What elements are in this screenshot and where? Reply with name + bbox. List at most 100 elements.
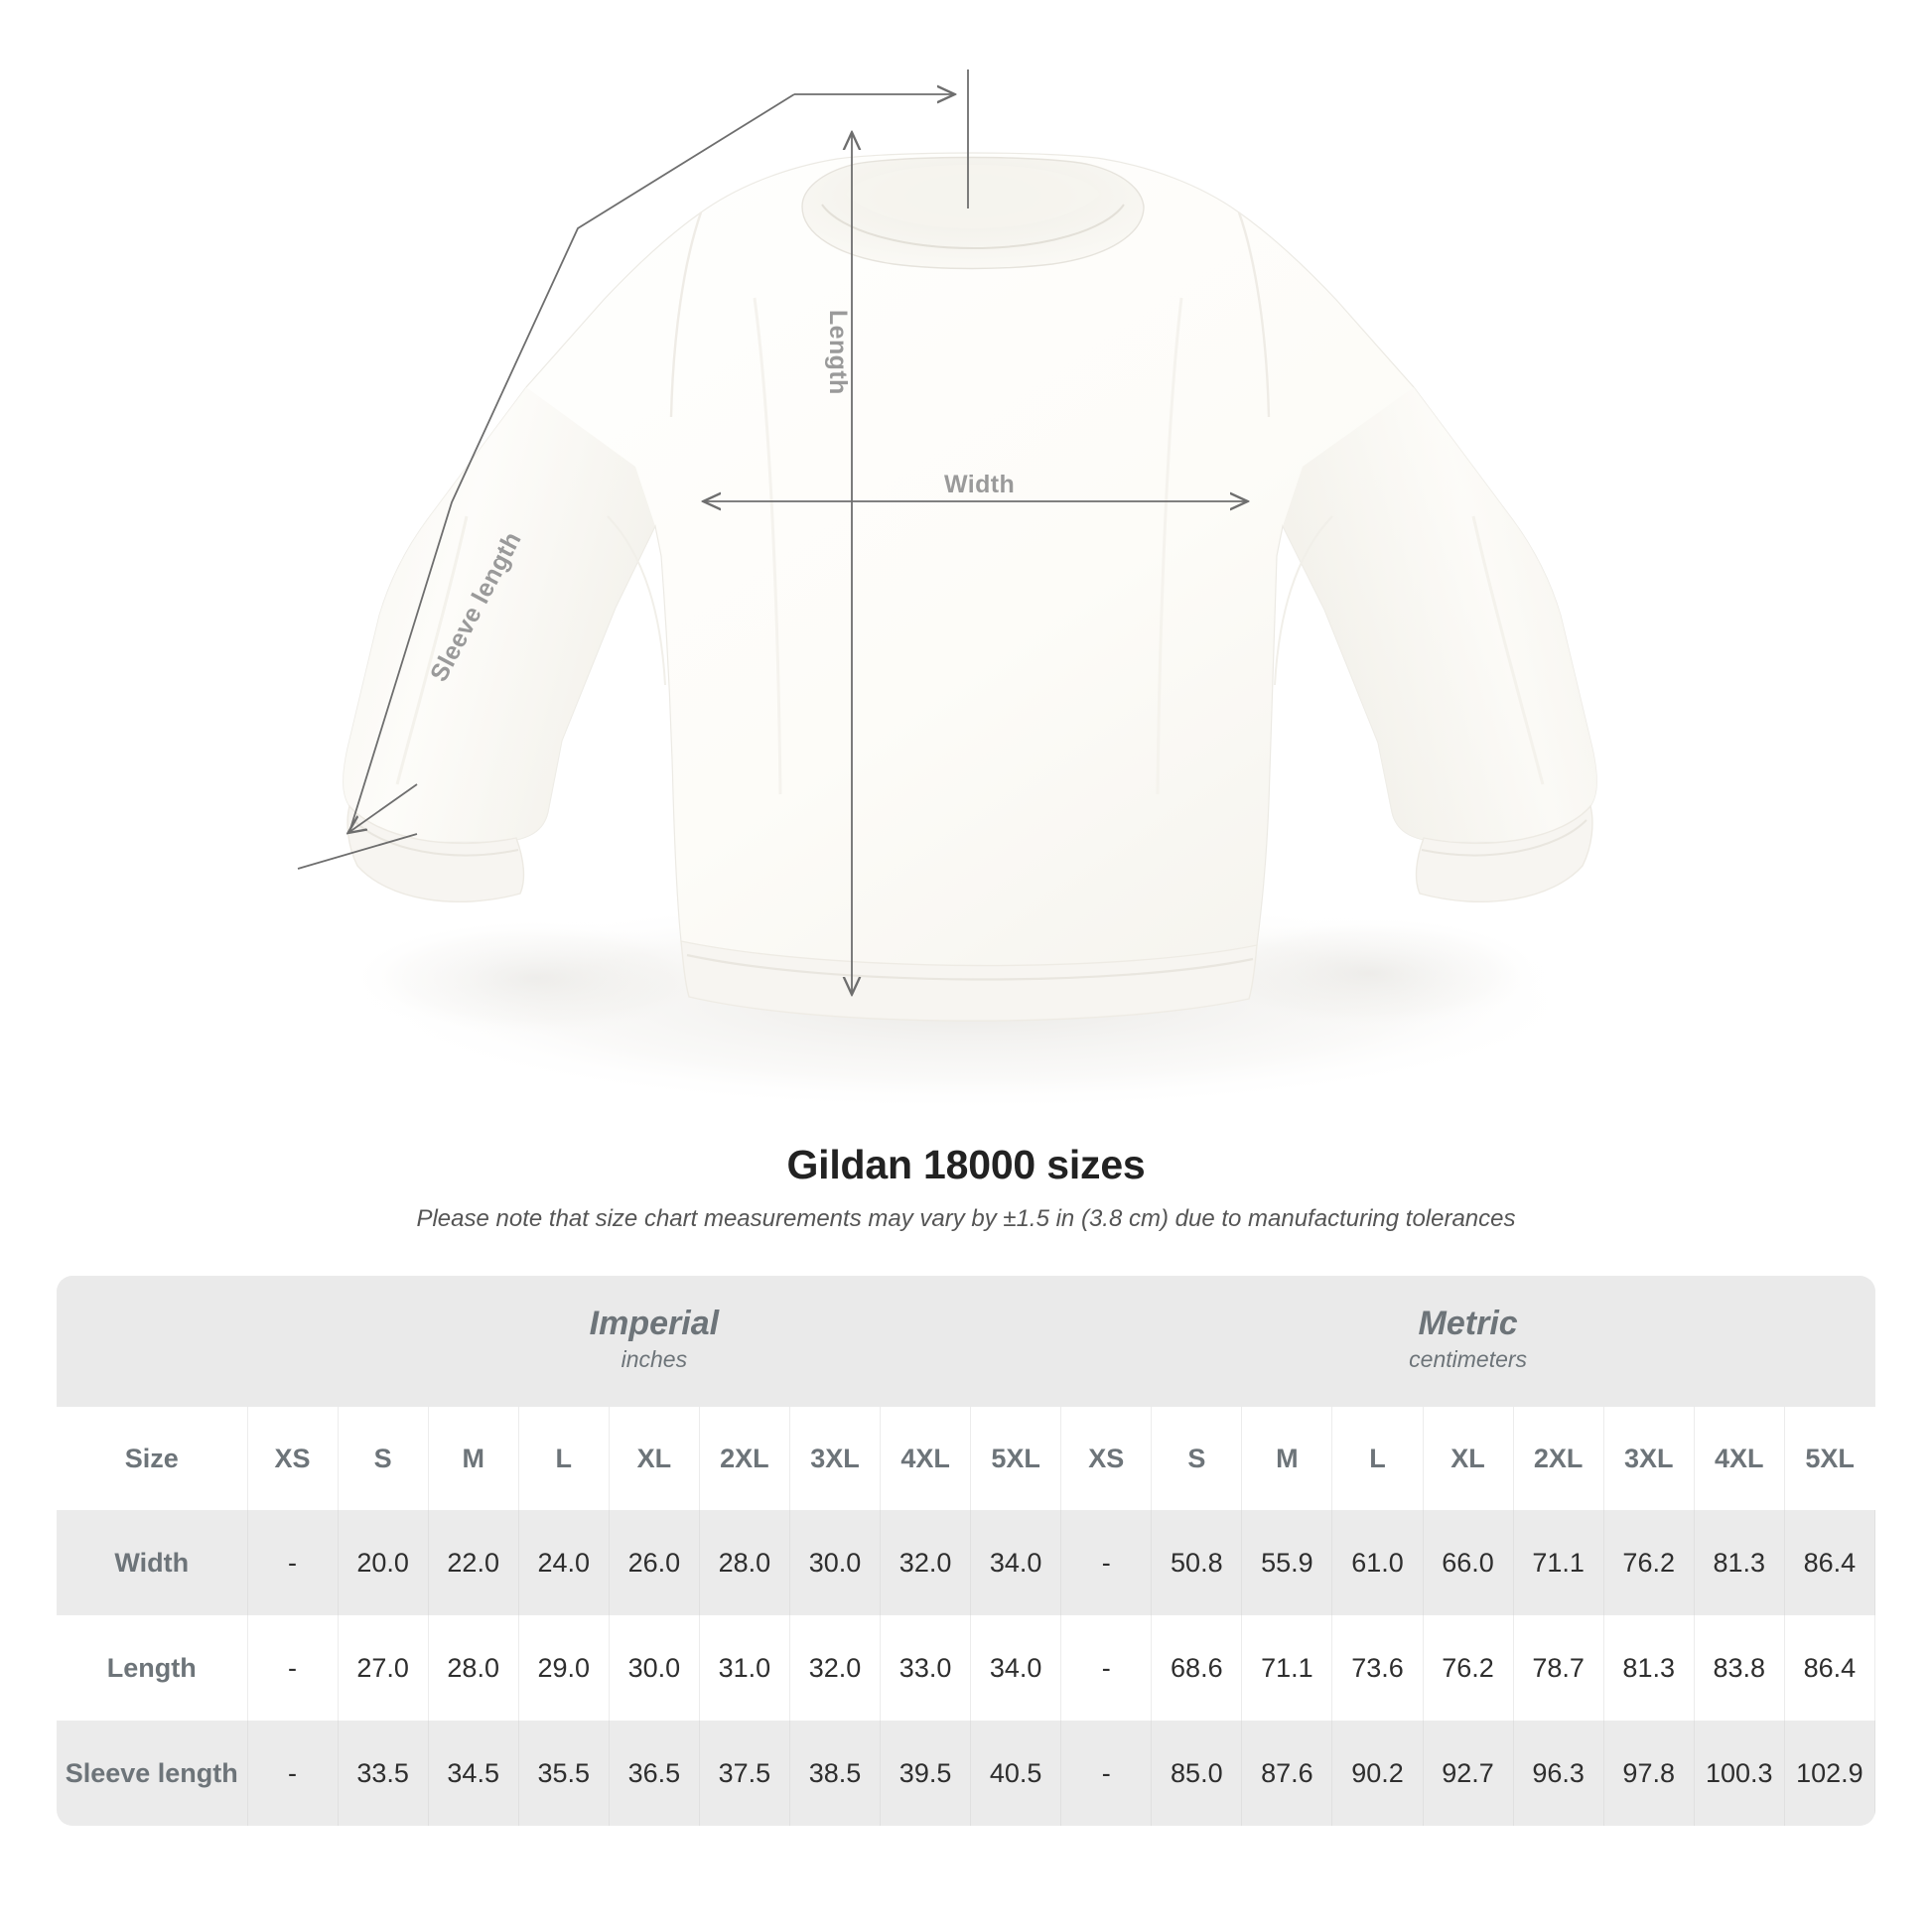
header-cell-imperial-5xl: 5XL [970, 1407, 1062, 1510]
header-cell-metric-l: L [1331, 1407, 1424, 1510]
table-row: Sleeve length - 33.5 34.5 35.5 36.5 37.5… [57, 1721, 1875, 1826]
header-cell-imperial-4xl: 4XL [880, 1407, 972, 1510]
garment-illustration [297, 69, 1597, 1112]
cell-width-imperial-xs: - [247, 1510, 339, 1615]
header-cell-metric-4xl: 4XL [1694, 1407, 1785, 1510]
unit-metric-sub: centimeters [1409, 1346, 1528, 1373]
sleeve-measure-line [348, 93, 795, 833]
length-dimension-label: Length [824, 310, 852, 395]
header-cell-imperial-2xl: 2XL [699, 1407, 790, 1510]
unit-metric-name: Metric [1418, 1305, 1518, 1343]
cell-sleeve-imperial-s: 33.5 [338, 1721, 429, 1826]
cell-sleeve-metric-xs: - [1060, 1721, 1153, 1826]
header-cell-metric-2xl: 2XL [1513, 1407, 1604, 1510]
cell-sleeve-metric-m: 87.6 [1241, 1721, 1333, 1826]
cell-width-imperial-3xl: 30.0 [789, 1510, 882, 1615]
cell-width-metric-3xl: 76.2 [1603, 1510, 1695, 1615]
unit-imperial-cell: Imperial inches [247, 1276, 1061, 1407]
header-cell-metric-xs: XS [1060, 1407, 1153, 1510]
cell-sleeve-imperial-3xl: 38.5 [789, 1721, 882, 1826]
measurement-lines [297, 69, 1246, 993]
header-cell-metric-s: S [1151, 1407, 1243, 1510]
cell-length-imperial-2xl: 31.0 [699, 1615, 790, 1721]
cell-sleeve-metric-l: 90.2 [1331, 1721, 1424, 1826]
size-chart-table: Imperial inches Metric centimeters Size … [57, 1276, 1875, 1826]
cell-length-metric-s: 68.6 [1151, 1615, 1243, 1721]
cell-length-imperial-4xl: 33.0 [880, 1615, 972, 1721]
cell-length-metric-3xl: 81.3 [1603, 1615, 1695, 1721]
table-row: Width - 20.0 22.0 24.0 26.0 28.0 30.0 32… [57, 1510, 1875, 1615]
cell-length-metric-xs: - [1060, 1615, 1153, 1721]
cell-sleeve-metric-s: 85.0 [1151, 1721, 1243, 1826]
header-cell-imperial-l: L [518, 1407, 610, 1510]
cell-sleeve-imperial-xs: - [247, 1721, 339, 1826]
garment-shadow-left [347, 918, 725, 1037]
cell-length-metric-4xl: 83.8 [1694, 1615, 1785, 1721]
cell-length-metric-2xl: 78.7 [1513, 1615, 1604, 1721]
header-cell-metric-5xl: 5XL [1784, 1407, 1875, 1510]
cell-sleeve-imperial-4xl: 39.5 [880, 1721, 972, 1826]
row-label-width: Width [57, 1510, 248, 1615]
cell-length-metric-xl: 76.2 [1423, 1615, 1514, 1721]
garment-shadow-right [1191, 915, 1549, 1031]
cell-length-imperial-xs: - [247, 1615, 339, 1721]
cell-width-metric-5xl: 86.4 [1784, 1510, 1875, 1615]
cell-sleeve-metric-2xl: 96.3 [1513, 1721, 1604, 1826]
cell-width-metric-4xl: 81.3 [1694, 1510, 1785, 1615]
cell-width-metric-2xl: 71.1 [1513, 1510, 1604, 1615]
header-cell-metric-m: M [1241, 1407, 1333, 1510]
unit-imperial-name: Imperial [589, 1305, 720, 1343]
cell-length-imperial-3xl: 32.0 [789, 1615, 882, 1721]
cell-length-imperial-l: 29.0 [518, 1615, 610, 1721]
cell-width-metric-m: 55.9 [1241, 1510, 1333, 1615]
table-row: Length - 27.0 28.0 29.0 30.0 31.0 32.0 3… [57, 1615, 1875, 1721]
header-cell-imperial-xl: XL [609, 1407, 700, 1510]
cell-width-imperial-m: 22.0 [428, 1510, 519, 1615]
header-cell-metric-3xl: 3XL [1603, 1407, 1695, 1510]
header-cell-imperial-m: M [428, 1407, 519, 1510]
sweatshirt-body [343, 152, 1597, 1022]
page-title: Gildan 18000 sizes [786, 1142, 1146, 1187]
cell-length-imperial-xl: 30.0 [609, 1615, 700, 1721]
cell-width-imperial-2xl: 28.0 [699, 1510, 790, 1615]
row-label-sleeve-length: Sleeve length [57, 1721, 248, 1826]
cell-width-imperial-4xl: 32.0 [880, 1510, 972, 1615]
header-cell-imperial-3xl: 3XL [789, 1407, 882, 1510]
header-cell-imperial-s: S [338, 1407, 429, 1510]
cell-width-imperial-s: 20.0 [338, 1510, 429, 1615]
cell-sleeve-imperial-2xl: 37.5 [699, 1721, 790, 1826]
sleeve-end-tick [297, 833, 418, 870]
unit-imperial-sub: inches [621, 1346, 688, 1373]
garment-diagram: Length Width Sleeve length [297, 69, 1597, 1112]
unit-band-spacer [57, 1276, 247, 1407]
bottom-hem [680, 940, 1258, 1022]
cell-sleeve-imperial-m: 34.5 [428, 1721, 519, 1826]
sleeve-bottom-arrow [349, 783, 418, 832]
unit-metric-cell: Metric centimeters [1060, 1276, 1875, 1407]
header-cell-imperial-xs: XS [247, 1407, 339, 1510]
page-subtitle: Please note that size chart measurements… [416, 1205, 1516, 1232]
cell-sleeve-metric-5xl: 102.9 [1784, 1721, 1875, 1826]
cell-sleeve-imperial-5xl: 40.5 [970, 1721, 1062, 1826]
row-label-length: Length [57, 1615, 248, 1721]
cell-width-metric-xs: - [1060, 1510, 1153, 1615]
header-cell-size: Size [57, 1407, 248, 1510]
header-cell-metric-xl: XL [1423, 1407, 1514, 1510]
cell-length-metric-m: 71.1 [1241, 1615, 1333, 1721]
cell-sleeve-metric-4xl: 100.3 [1694, 1721, 1785, 1826]
width-dimension-label: Width [944, 471, 1016, 498]
cell-length-metric-l: 73.6 [1331, 1615, 1424, 1721]
cell-width-imperial-xl: 26.0 [609, 1510, 700, 1615]
cell-length-imperial-s: 27.0 [338, 1615, 429, 1721]
table-header-row: Size XS S M L XL 2XL 3XL 4XL 5XL XS S M … [57, 1407, 1875, 1510]
size-chart-table-container: Imperial inches Metric centimeters Size … [57, 1276, 1875, 1826]
cell-sleeve-metric-xl: 92.7 [1423, 1721, 1514, 1826]
cell-width-metric-l: 61.0 [1331, 1510, 1424, 1615]
cell-length-imperial-m: 28.0 [428, 1615, 519, 1721]
cell-sleeve-metric-3xl: 97.8 [1603, 1721, 1695, 1826]
cell-length-metric-5xl: 86.4 [1784, 1615, 1875, 1721]
cell-width-metric-xl: 66.0 [1423, 1510, 1514, 1615]
cell-width-imperial-l: 24.0 [518, 1510, 610, 1615]
cell-width-metric-s: 50.8 [1151, 1510, 1243, 1615]
